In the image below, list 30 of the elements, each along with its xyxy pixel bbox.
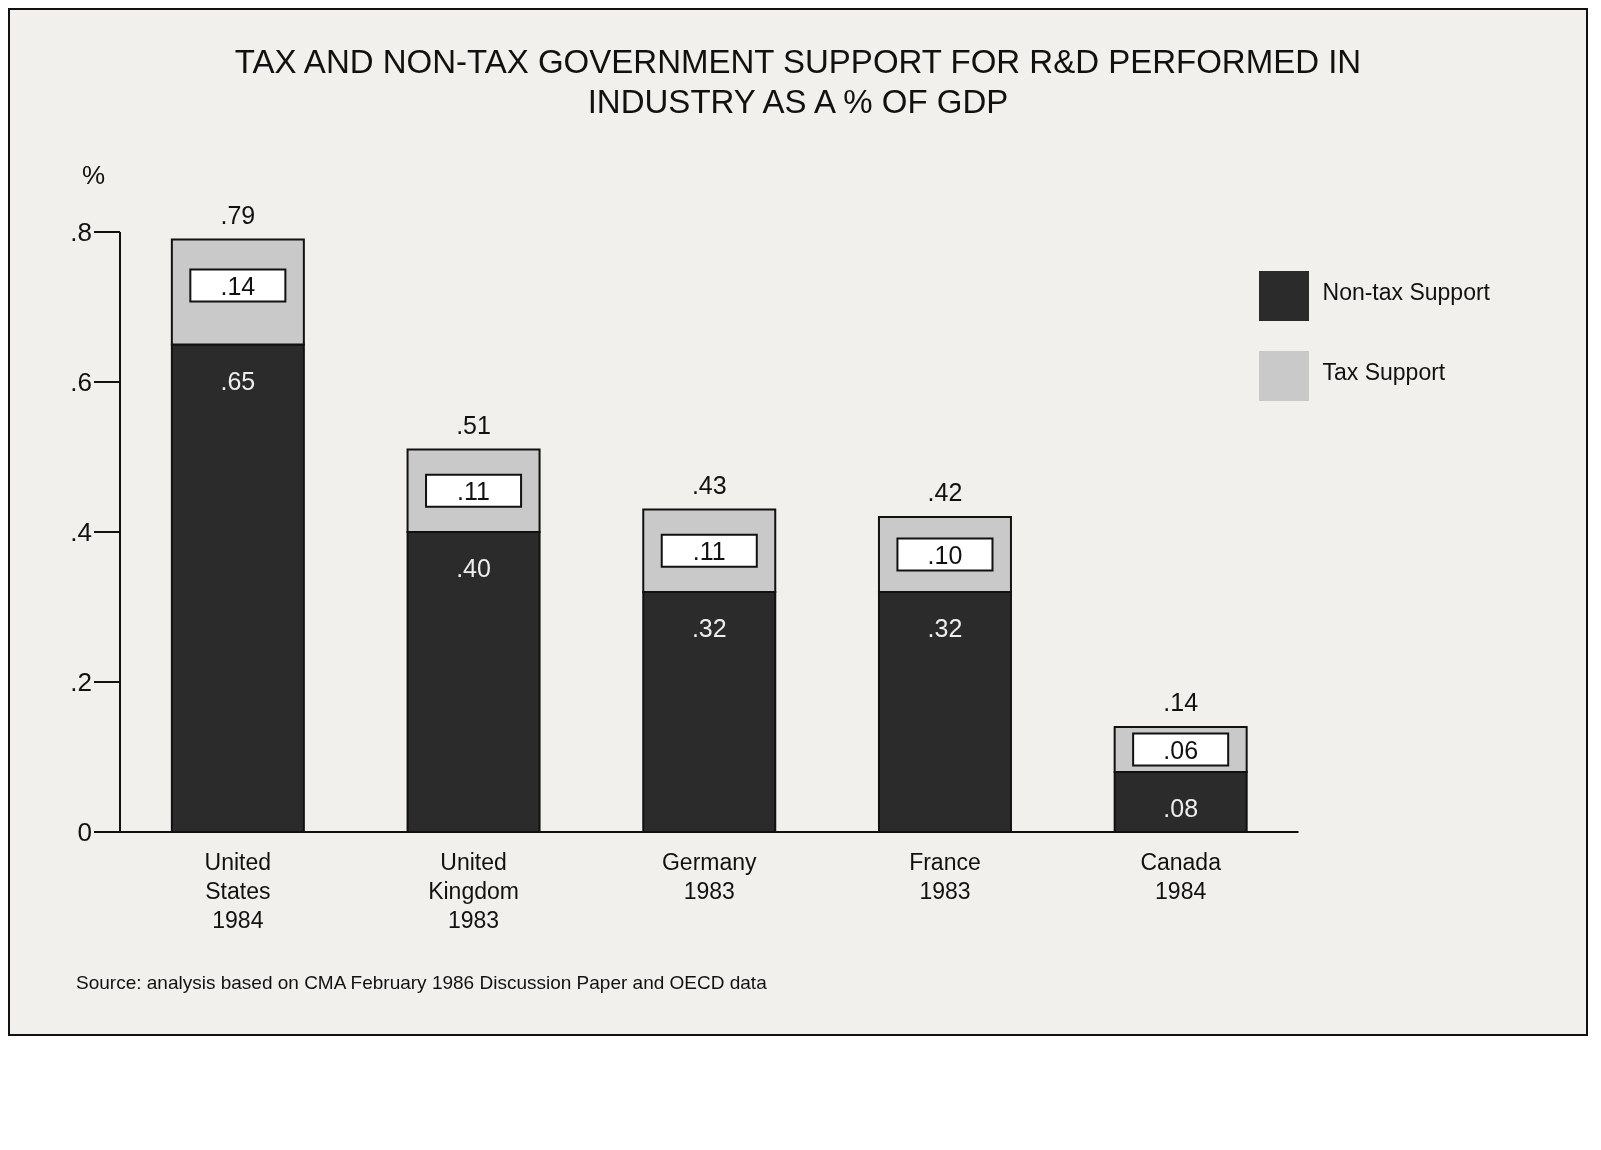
x-tick-label: United Kingdom 1983 [428,849,519,933]
x-tick-label: Germany 1983 [661,849,758,904]
y-tick-label: .2 [70,667,92,698]
x-tick-label: France 1983 [909,849,981,904]
data-label: .10 [927,540,963,569]
data-label: .11 [457,476,491,505]
data-label: .08 [1163,794,1199,822]
data-label: .32 [927,614,963,642]
y-tick-label: .6 [70,367,92,398]
data-label: .11 [692,536,726,565]
y-tick-label: .8 [70,217,92,248]
total-label: .51 [456,410,491,439]
data-label: .06 [1163,735,1199,764]
data-label: .40 [456,554,491,582]
chart-title: TAX AND NON-TAX GOVERNMENT SUPPORT FOR R&D PERFORMED IN INDUSTRY AS A % OF GDP [233,42,1363,122]
data-label: .32 [691,614,727,642]
x-tick-label: United States 1984 [204,849,272,933]
y-tick-label: 0 [77,817,92,848]
total-label: .42 [927,478,963,506]
total-label: .14 [1163,688,1199,716]
total-label: .79 [220,200,256,229]
y-tick-label: .4 [70,517,92,548]
total-label: .43 [691,470,727,499]
x-tick-label: Canada 1984 [1140,849,1222,904]
data-label: .65 [220,366,256,395]
legend-label: Non-tax Support [1322,279,1490,305]
data-label: .14 [220,271,256,300]
y-axis-title: % [82,160,106,191]
source-note: Source: analysis based on CMA February 1986 Discussion Paper and OECD data [76,972,768,994]
legend-label: Tax Support [1322,359,1446,385]
